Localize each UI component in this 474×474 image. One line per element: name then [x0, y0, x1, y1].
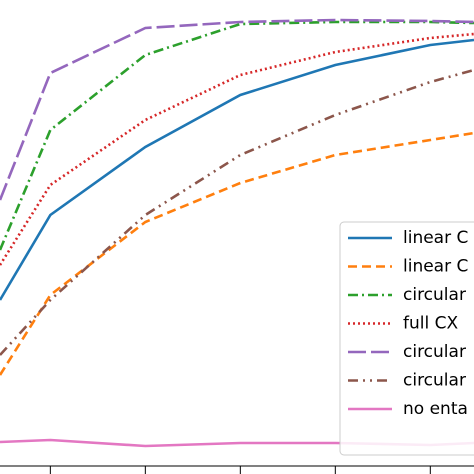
legend-label: circular — [403, 371, 466, 391]
series-line — [0, 18, 474, 201]
legend-label: linear C — [403, 257, 468, 277]
series-line — [0, 131, 474, 376]
legend-label: circular — [403, 285, 466, 305]
legend-box — [339, 221, 474, 456]
legend-label: circular — [403, 342, 466, 362]
series-line — [0, 68, 474, 356]
series-line — [0, 20, 474, 251]
legend-label: linear C — [403, 228, 468, 248]
series-line — [0, 38, 474, 301]
legend-label: full CX — [403, 314, 458, 334]
legend-label: no enta — [403, 399, 468, 419]
